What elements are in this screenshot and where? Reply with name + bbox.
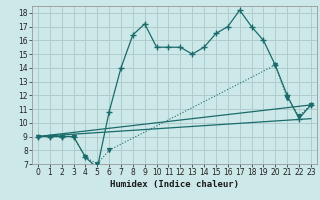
X-axis label: Humidex (Indice chaleur): Humidex (Indice chaleur) [110, 180, 239, 189]
